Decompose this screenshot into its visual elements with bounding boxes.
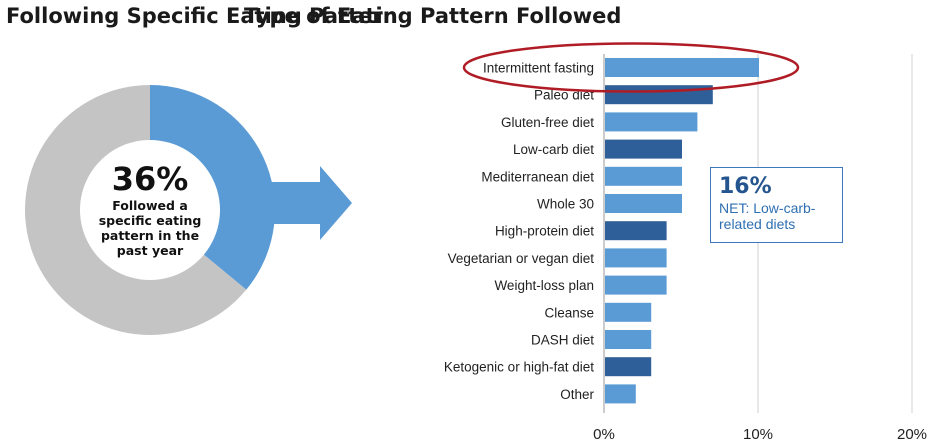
x-tick-labels: 0% 10% 20% xyxy=(593,426,927,443)
category-label: Cleanse xyxy=(544,305,594,320)
bar xyxy=(605,248,667,268)
net-percentage: 16% xyxy=(719,174,772,199)
net-annotation-box: 16% NET: Low-carb-related diets xyxy=(710,167,843,243)
highlight-ellipse xyxy=(462,42,800,93)
bar xyxy=(605,85,713,105)
category-label: Ketogenic or high-fat diet xyxy=(444,360,594,375)
category-label: Other xyxy=(560,387,594,402)
bar xyxy=(605,112,698,132)
bar xyxy=(605,302,652,322)
category-label: DASH diet xyxy=(531,333,594,348)
category-label: Weight-loss plan xyxy=(494,278,594,293)
category-label: Low-carb diet xyxy=(513,142,594,157)
left-title: Following Specific Eating Pattern xyxy=(6,4,398,28)
bars xyxy=(605,58,759,404)
category-label: Whole 30 xyxy=(537,197,594,212)
chart-title: Type of Eating Pattern Followed xyxy=(244,4,622,28)
category-label: Mediterranean diet xyxy=(481,169,594,184)
category-label: Vegetarian or vegan diet xyxy=(448,251,595,266)
bar xyxy=(605,194,682,213)
bar xyxy=(605,357,652,377)
bar xyxy=(605,275,667,295)
donut-percentage: 36% xyxy=(111,160,189,198)
x-tick-label: 20% xyxy=(897,426,927,443)
category-label: Gluten-free diet xyxy=(501,115,594,130)
category-label: Intermittent fasting xyxy=(483,61,594,76)
x-tick-label: 0% xyxy=(593,426,615,443)
bar xyxy=(605,221,667,241)
donut-highlight-segment xyxy=(150,85,276,290)
donut-description: Followed a specific eating pattern in th… xyxy=(98,198,202,258)
net-label: NET: Low-carb-related diets xyxy=(719,200,816,232)
bar xyxy=(605,330,652,349)
arrow-icon xyxy=(262,166,352,240)
bar xyxy=(605,384,636,404)
bar xyxy=(605,166,682,186)
bar xyxy=(605,139,682,159)
x-tick-label: 10% xyxy=(743,426,773,443)
bar xyxy=(605,58,759,77)
category-label: High-protein diet xyxy=(495,224,594,239)
donut-rest-segment xyxy=(25,85,247,335)
